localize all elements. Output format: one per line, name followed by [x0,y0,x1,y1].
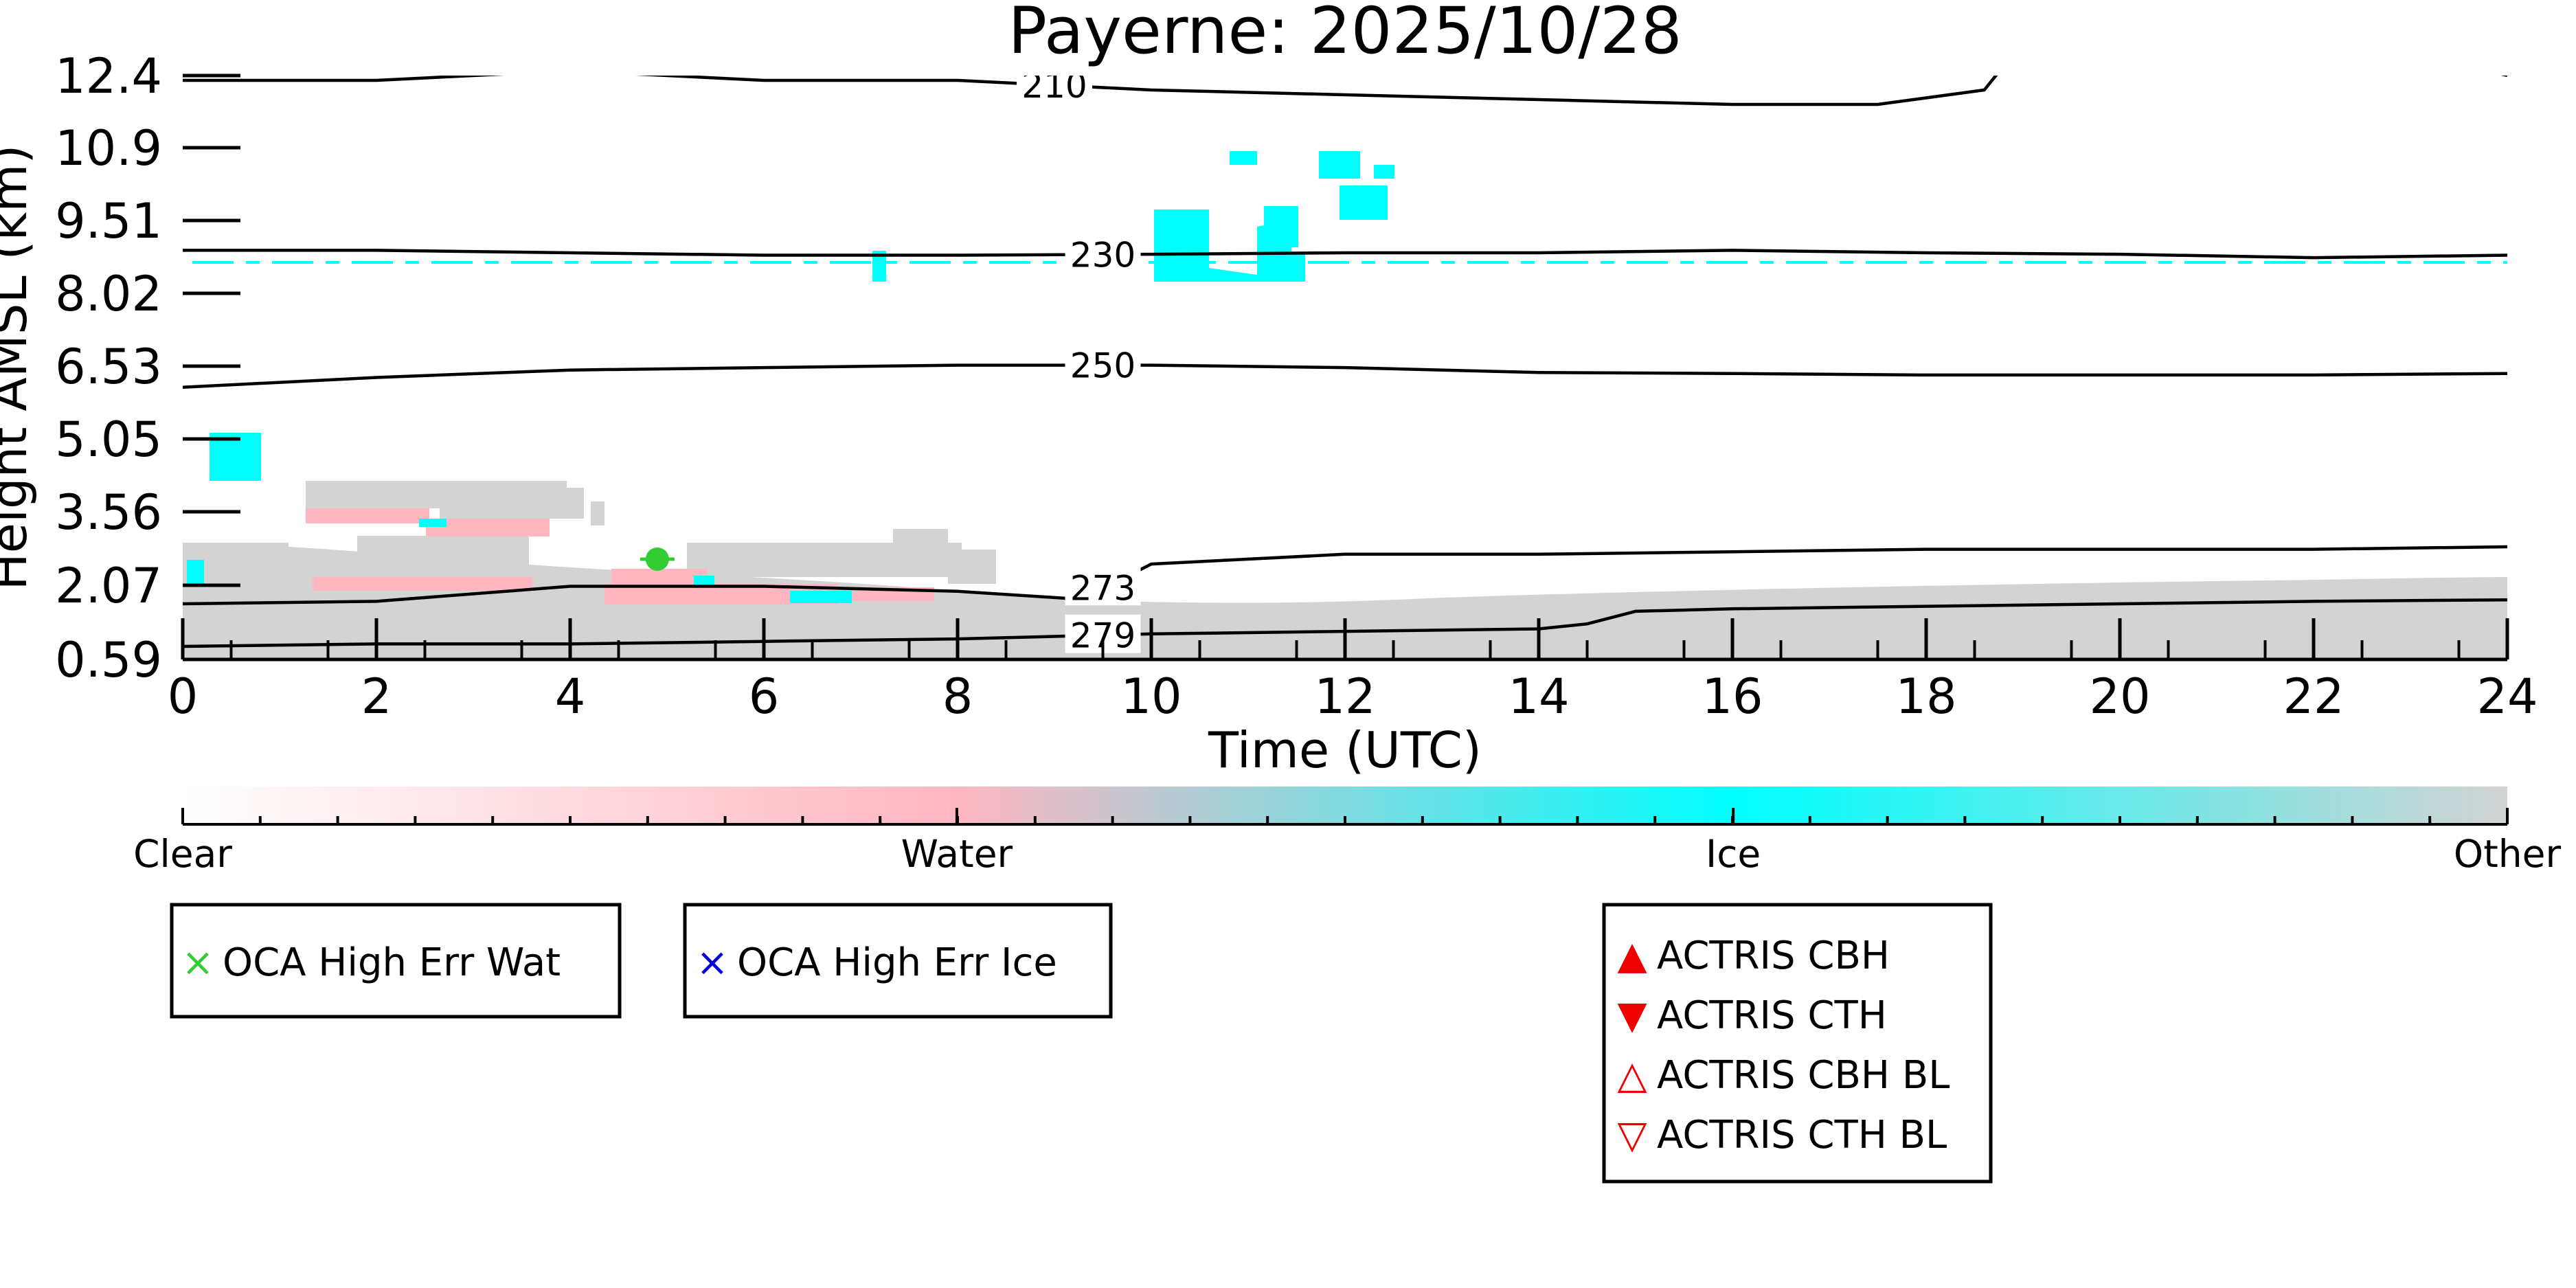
axes: 0 2 4 6 8 10 12 14 16 18 20 22 24 0.592.073.565.056.… [55,48,2538,725]
colorbar-label-clear: Clear [133,832,232,876]
x-tick-label: 0 [168,668,199,725]
legend-label: ACTRIS CBH BL [1657,1053,1950,1098]
contour-line-210 [2500,76,2507,78]
cloud-region-other-patch [893,529,948,577]
x-tick-label: 2 [361,668,392,725]
cloud-region-ice [210,433,261,481]
x-tick-label: 16 [1702,668,1763,725]
contour-line-210 [183,76,1998,106]
cloud-region-other-patch [591,501,605,526]
contour-label-210: 210 [1021,66,1087,106]
cloud-mask-layer [183,151,2507,659]
colorbar-label-water: Water [901,832,1013,876]
cloud-region-ice [872,251,886,282]
cloud-region-ice [1264,206,1298,247]
cloud-region-ice [1340,185,1388,220]
y-axis-label: Height AMSL (km) [0,145,38,591]
x-tick-label: 8 [942,668,973,725]
y-ticks: 0.59 2.07 3.56 5.05 6.53 8.02 9.51 10.9 12.4 [55,48,240,688]
legend-oca-water: × OCA High Err Wat [170,903,622,1019]
cloud-region-ice [790,591,852,603]
colorbar-labels: Clear Water Ice Other [133,832,2561,876]
legend-box [1602,903,1993,1184]
legend-symbol: △ [1617,1053,1647,1098]
x-tick-label: 4 [555,668,586,725]
y-tick-label: 6.53 [55,339,162,395]
y-tick-label: 5.05 [55,411,162,468]
contour-line-250 [183,363,2507,389]
legend-symbol: ▲ [1617,934,1647,978]
x-tick-label: 10 [1120,668,1182,725]
contour-label-250: 250 [1070,346,1136,386]
x-tick-label: 14 [1508,668,1569,725]
legend-symbol: ▽ [1617,1113,1647,1157]
cloud-region-ice [694,576,714,586]
colorbar-label-other: Other [2454,832,2562,876]
x-ticks: 0 2 4 6 8 10 12 14 16 18 20 22 24 [168,618,2538,725]
cloud-region-water [313,577,532,591]
cloud-region-water [306,508,429,523]
x-tick-label: 6 [749,668,780,725]
x-tick-label: 20 [2089,668,2150,725]
contour-label-background [1065,344,1141,383]
cloud-region-ice [1230,151,1257,165]
contour-line-230 [183,249,2507,260]
legend-label: ACTRIS CBH [1657,934,1890,978]
contour-label-background [1065,567,1141,606]
legend-symbol: × [182,940,214,985]
y-tick-label: 2.07 [55,558,162,614]
legend-label: OCA High Err Ice [737,940,1057,985]
x-tick-label: 12 [1314,668,1375,725]
legend-oca-ice: × OCA High Err Ice [683,903,1113,1019]
colorbar: Clear Water Ice Other [133,787,2561,876]
y-tick-label: 3.56 [55,484,162,541]
cloud-region-water [611,569,708,584]
cloud-region-other-patch [357,536,529,570]
cloud-region-ice [1374,165,1394,179]
contour-line-273 [183,545,2507,606]
cloud-region-ice [187,560,204,584]
cloud-region-other-patch [948,550,996,584]
oca-markers [640,547,675,571]
colorbar-ticks [181,808,2509,824]
y-tick-label: 10.9 [55,120,162,177]
legend-box [170,903,622,1019]
legend-box [683,903,1113,1019]
y-tick-label: 8.02 [55,266,162,322]
legend-symbol: × [697,940,729,985]
legend-label: ACTRIS CTH [1657,993,1887,1038]
legend-label: OCA High Err Wat [223,940,561,985]
cloud-region-other-patch [440,488,584,519]
x-axis-label: Time (UTC) [1208,721,1482,779]
legend-symbol: ▼ [1617,993,1647,1038]
legend-label: ACTRIS CTH BL [1657,1113,1947,1157]
cloud-region-ice [419,519,447,527]
contour-label-background [1065,234,1141,273]
oca-marker-point [645,547,669,571]
legend-actris: ▲ ACTRIS CBH▼ ACTRIS CTH△ ACTRIS CBH BL▽ ACT… [1602,903,1993,1184]
contour-label-273: 273 [1070,568,1136,608]
chart-title: Payerne: 2025/10/28 [1008,0,1682,69]
contour-label-230: 230 [1070,235,1136,275]
x-tick-label: 22 [2283,668,2344,725]
cloud-region-ice [1319,151,1360,179]
y-tick-label: 0.59 [55,632,162,688]
contour-label-background [1017,76,1092,103]
y-tick-label: 12.4 [55,48,162,104]
x-tick-label: 18 [1895,668,1956,725]
x-tick-label: 24 [2476,668,2538,725]
y-tick-label: 9.51 [55,193,162,249]
colorbar-label-ice: Ice [1706,832,1761,876]
